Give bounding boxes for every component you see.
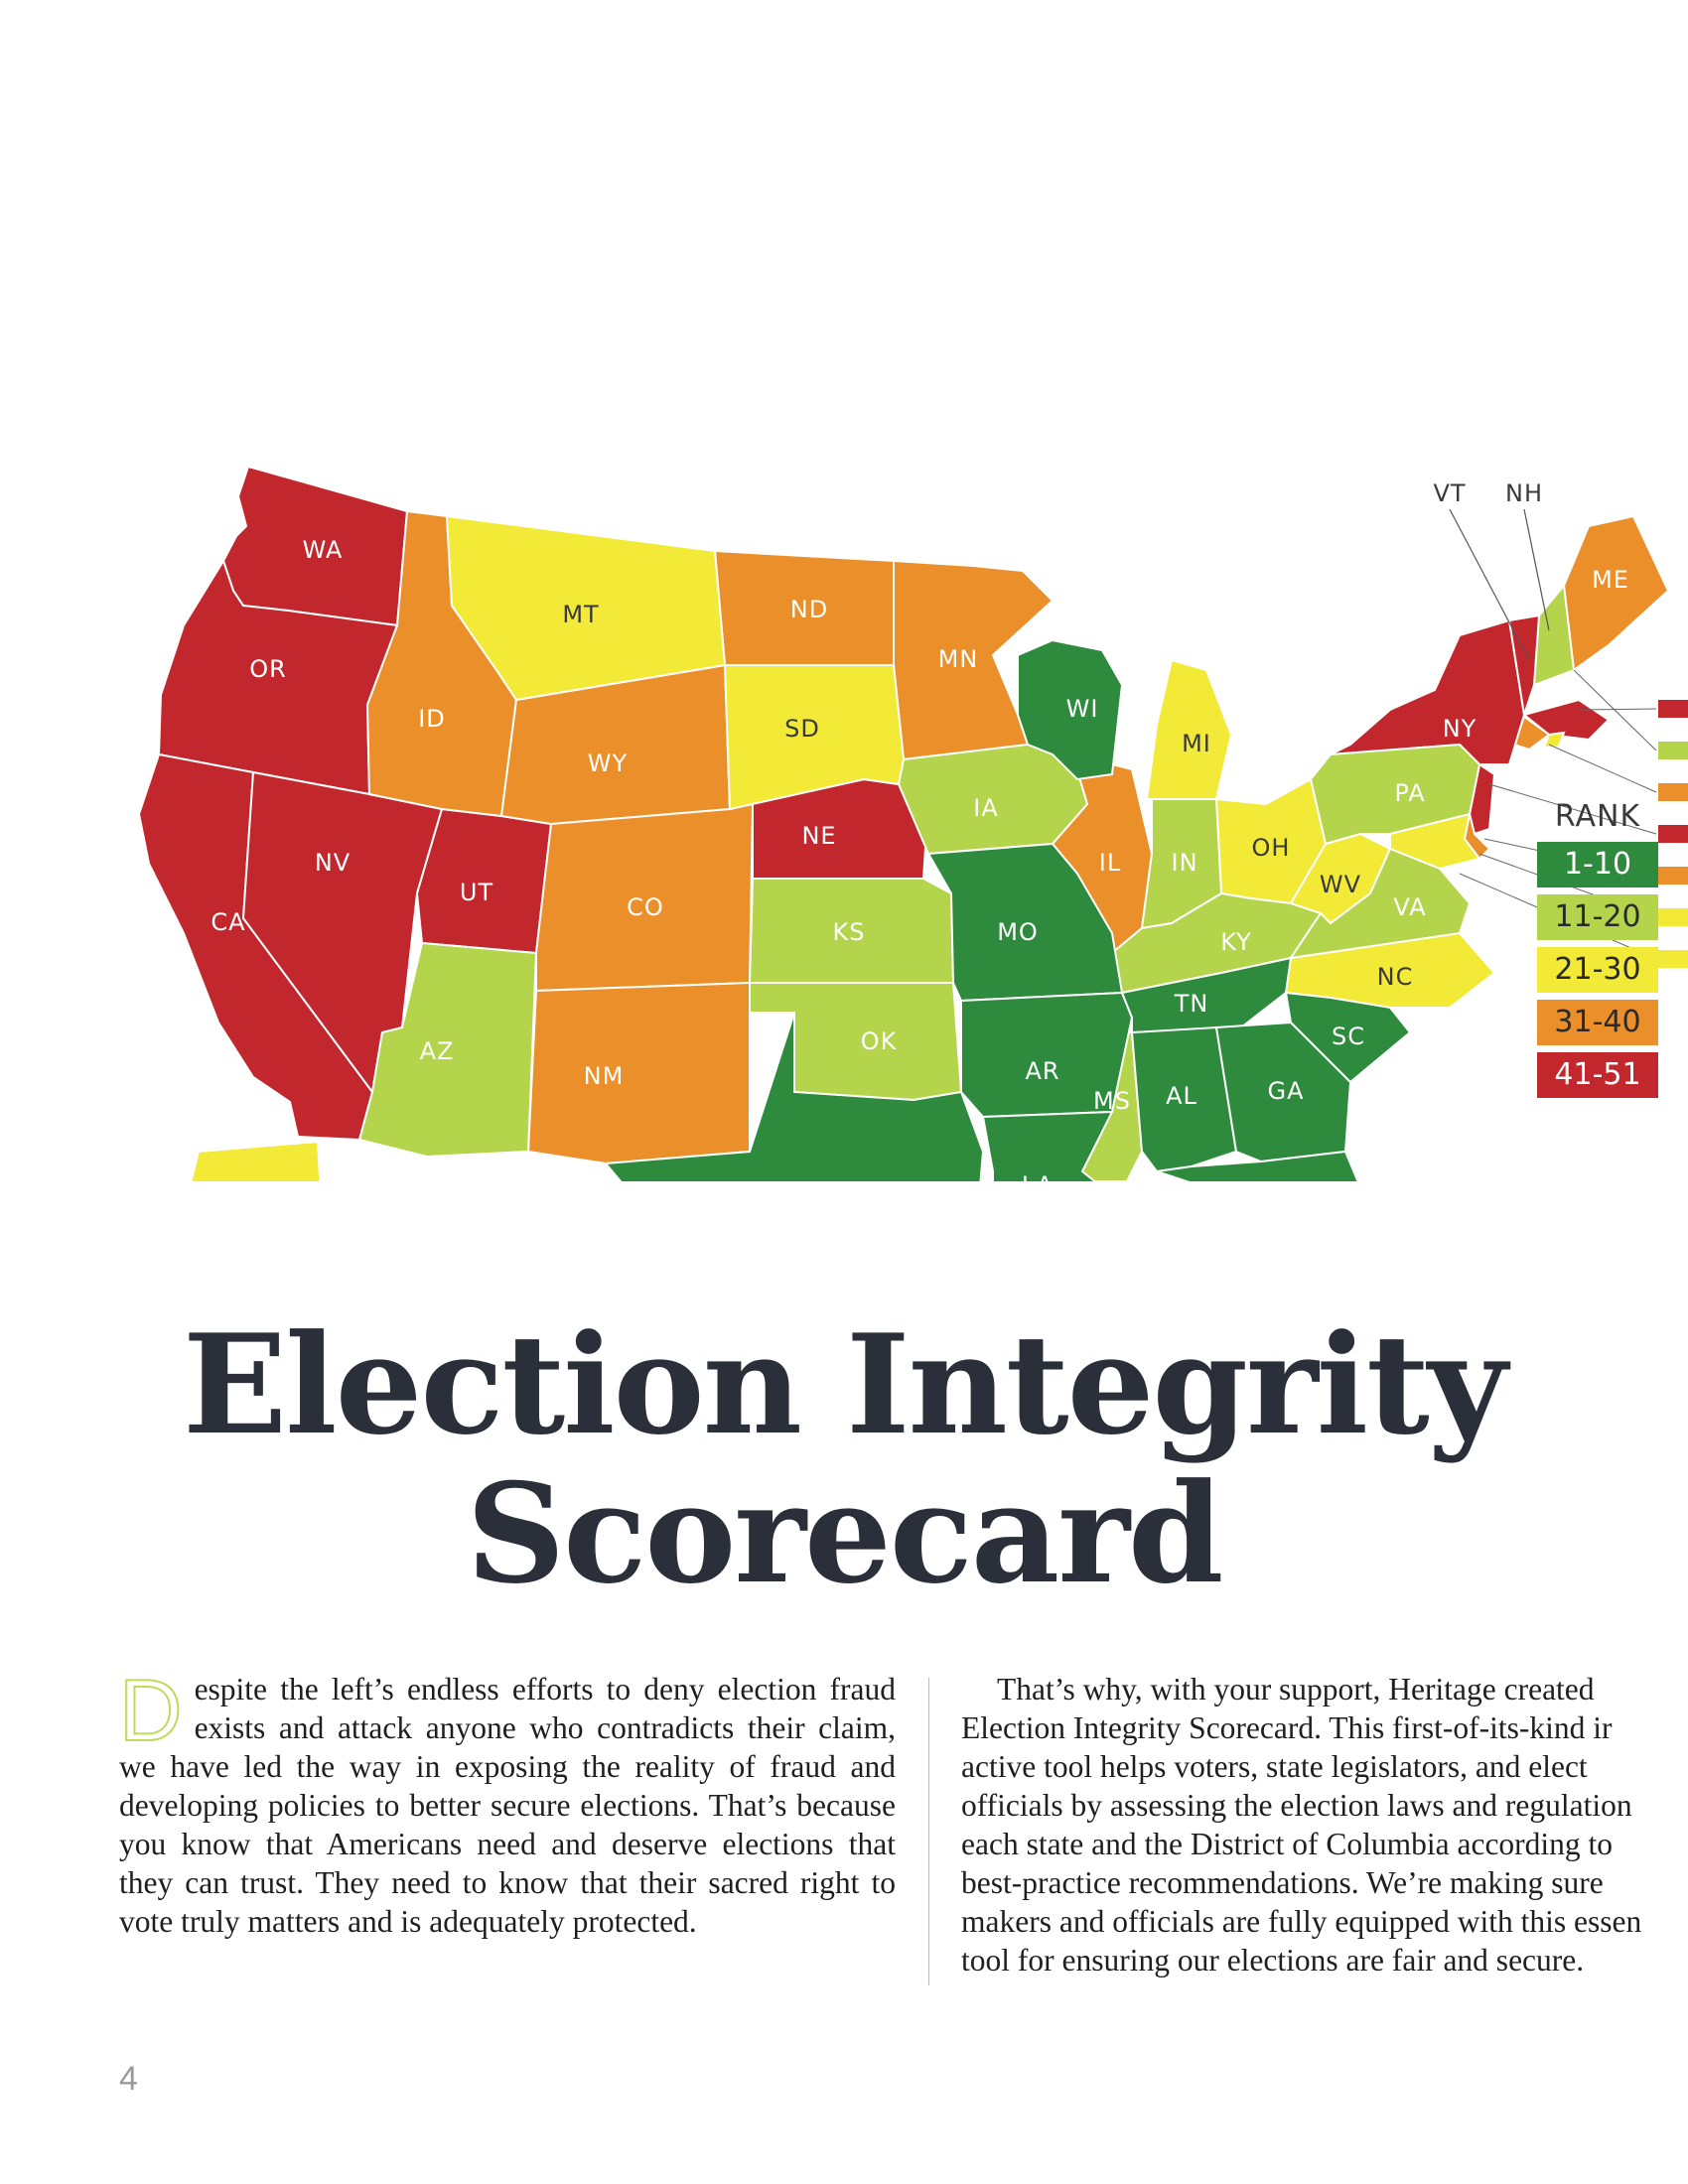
state-shape-wi xyxy=(1017,638,1124,781)
state-shape-az xyxy=(357,941,538,1159)
state-label-ky: KY xyxy=(1220,928,1252,956)
state-shape-fl xyxy=(1156,1150,1359,1181)
small-state-swatch xyxy=(1658,867,1688,885)
state-label-va: VA xyxy=(1393,893,1426,921)
title-line-1: Election Integrity xyxy=(182,1303,1507,1465)
state-label-co: CO xyxy=(627,893,664,921)
state-shape-ny xyxy=(1330,618,1526,765)
state-label-or: OR xyxy=(249,655,287,683)
legend-title: RANK xyxy=(1554,799,1641,834)
state-shape-mt xyxy=(445,514,727,702)
state-label-il: IL xyxy=(1099,849,1121,877)
small-state-swatch xyxy=(1658,742,1688,759)
state-label-mt: MT xyxy=(562,601,599,628)
state-label-nm: NM xyxy=(584,1062,625,1090)
state-label-tn: TN xyxy=(1174,990,1209,1018)
state-label-nh: NH xyxy=(1505,479,1543,507)
right-line: best-practice recommendations. We’re mak… xyxy=(961,1865,1604,1900)
state-label-vt: VT xyxy=(1433,479,1466,507)
right-line: makers and officials are fully equipped … xyxy=(961,1904,1642,1939)
left-paragraph: espite the left’s endless efforts to den… xyxy=(119,1672,896,1939)
state-label-sd: SD xyxy=(784,715,820,743)
state-label-ne: NE xyxy=(801,822,836,850)
state-label-pa: PA xyxy=(1394,779,1425,807)
state-shape-vt xyxy=(1507,614,1541,716)
state-label-la: LA xyxy=(1022,1171,1054,1181)
small-state-leader-line xyxy=(1573,669,1657,751)
callout-line-vt xyxy=(1449,508,1530,661)
state-label-nv: NV xyxy=(315,849,351,877)
state-label-sc: SC xyxy=(1332,1023,1365,1050)
state-label-oh: OH xyxy=(1252,834,1291,862)
state-label-ga: GA xyxy=(1267,1077,1304,1105)
legend-item-11-20: 11-20 xyxy=(1537,894,1658,940)
state-label-ks: KS xyxy=(833,918,866,946)
right-line: Election Integrity Scorecard. This first… xyxy=(961,1710,1613,1745)
state-label-ok: OK xyxy=(861,1027,898,1055)
state-shape-va xyxy=(1288,847,1472,960)
state-shape-ri xyxy=(1542,731,1566,750)
right-line: officials by assessing the election laws… xyxy=(961,1788,1632,1823)
rank-legend: RANK 1-10 11-20 21-30 31-40 41-51 xyxy=(1537,799,1658,1105)
small-state-leader-line xyxy=(1578,708,1657,711)
right-line: That’s why, with your support, Heritage … xyxy=(997,1672,1595,1706)
legend-item-21-30: 21-30 xyxy=(1537,947,1658,993)
state-label-wa: WA xyxy=(303,536,344,564)
state-label-nd: ND xyxy=(790,596,828,623)
state-label-wv: WV xyxy=(1320,871,1361,898)
state-shape-pa xyxy=(1309,743,1481,846)
right-column: That’s why, with your support, Heritage … xyxy=(961,1670,1688,1979)
small-state-leader-line xyxy=(1488,783,1657,835)
small-state-swatch xyxy=(1658,783,1688,801)
state-label-wi: WI xyxy=(1066,695,1099,723)
state-shape-nm xyxy=(526,981,751,1165)
state-shape-tx xyxy=(604,1012,985,1181)
right-line: each state and the District of Columbia … xyxy=(961,1827,1614,1861)
right-line: active tool helps voters, state legislat… xyxy=(961,1749,1588,1784)
state-label-mo: MO xyxy=(997,918,1039,946)
state-shape-la xyxy=(981,1110,1114,1181)
small-state-leader-line xyxy=(1548,744,1657,793)
page-number: 4 xyxy=(119,2060,138,2098)
state-label-az: AZ xyxy=(420,1037,455,1065)
small-state-swatch xyxy=(1658,908,1688,926)
state-label-mi: MI xyxy=(1182,730,1211,757)
legend-item-31-40: 31-40 xyxy=(1537,1000,1658,1045)
small-state-swatch xyxy=(1658,700,1688,718)
legend-item-1-10: 1-10 xyxy=(1537,842,1658,887)
small-state-swatch xyxy=(1658,825,1688,843)
state-shape-ak xyxy=(190,1140,322,1181)
state-label-ca: CA xyxy=(211,908,245,936)
state-label-me: ME xyxy=(1592,566,1629,594)
state-shape-tn xyxy=(1120,956,1293,1034)
column-divider xyxy=(928,1678,929,1985)
state-label-al: AL xyxy=(1166,1082,1197,1110)
callout-line-nh xyxy=(1523,508,1550,631)
state-label-in: IN xyxy=(1171,849,1197,877)
us-state-rank-map: WAORCANVUTNENYHIIDWYCONMNDMNILMEMTSDMIOH… xyxy=(137,465,1688,1181)
legend-item-41-51: 41-51 xyxy=(1537,1052,1658,1098)
page-title: Election Integrity Scorecard xyxy=(0,1310,1688,1608)
state-label-ia: IA xyxy=(973,794,999,822)
small-state-swatch xyxy=(1658,950,1688,968)
state-label-nc: NC xyxy=(1377,963,1414,991)
scorecard-map-figure: WAORCANVUTNENYHIIDWYCONMNDMNILMEMTSDMIOH… xyxy=(0,228,1688,1181)
state-label-ut: UT xyxy=(460,879,493,906)
left-column: D espite the left’s endless efforts to d… xyxy=(118,1661,896,1941)
state-label-mn: MN xyxy=(938,645,979,673)
state-label-ms: MS xyxy=(1093,1087,1131,1115)
drop-cap: D xyxy=(118,1661,184,1759)
state-label-ar: AR xyxy=(1025,1057,1059,1085)
state-label-id: ID xyxy=(418,705,446,733)
right-line: tool for ensuring our elections are fair… xyxy=(961,1943,1585,1978)
state-label-wy: WY xyxy=(588,750,628,777)
state-label-ny: NY xyxy=(1443,715,1477,743)
title-line-2: Scorecard xyxy=(466,1452,1224,1614)
state-shape-sc xyxy=(1284,991,1412,1084)
